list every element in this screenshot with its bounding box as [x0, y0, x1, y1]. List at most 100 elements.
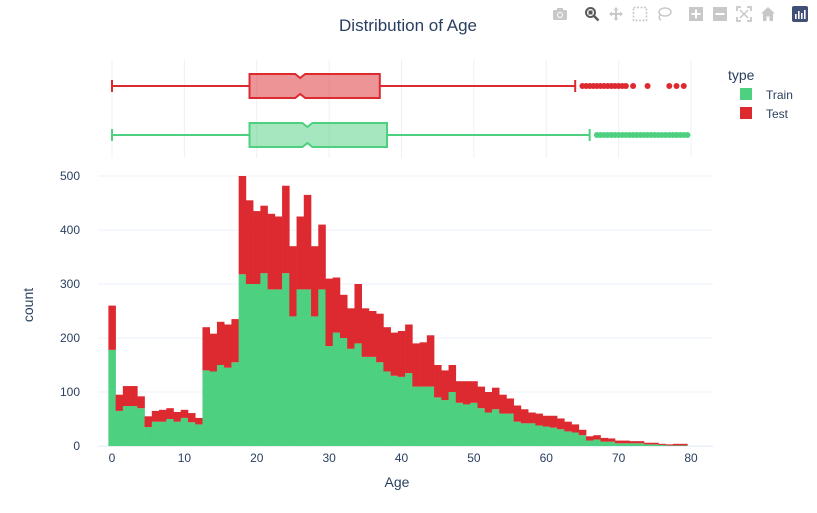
bar-train: [405, 373, 413, 446]
autoscale-icon[interactable]: [732, 4, 756, 24]
bar-train: [535, 425, 543, 446]
legend-label-test[interactable]: Test: [766, 107, 789, 121]
box-select-icon[interactable]: [628, 4, 652, 24]
y-axis-title: count: [20, 288, 36, 322]
bar-train: [253, 284, 261, 446]
y-tick-label: 0: [73, 439, 80, 453]
bar-train: [477, 408, 486, 446]
bar-train: [216, 365, 225, 446]
bar-test: [368, 311, 377, 357]
bar-test: [187, 413, 196, 423]
bar-test: [296, 216, 305, 290]
bar-test: [130, 386, 138, 407]
bar-train: [491, 409, 500, 446]
bar-test: [571, 424, 580, 433]
x-tick-label: 10: [178, 451, 192, 465]
bar-train: [209, 371, 218, 446]
box-outlier-test: [622, 83, 629, 89]
bar-test: [274, 216, 283, 290]
lasso-select-icon[interactable]: [652, 4, 676, 24]
bar-train: [260, 273, 268, 446]
bar-train: [180, 417, 189, 446]
bar-test: [528, 412, 536, 424]
bar-train: [354, 343, 362, 446]
zoom-in-icon[interactable]: [684, 4, 708, 24]
zoom-icon[interactable]: [580, 4, 604, 24]
bar-test: [108, 305, 116, 350]
bar-test: [549, 415, 558, 428]
bar-test: [535, 413, 543, 426]
bar-train: [586, 440, 594, 446]
reset-axes-icon[interactable]: [756, 4, 780, 24]
bar-test: [137, 396, 145, 409]
legend-swatch-train[interactable]: [740, 88, 752, 100]
bar-train: [615, 443, 623, 446]
bar-train: [643, 444, 652, 446]
bar-train: [122, 406, 131, 446]
bar-test: [470, 381, 478, 403]
bar-train: [224, 367, 232, 446]
modebar: [548, 4, 812, 24]
zoom-out-icon[interactable]: [708, 4, 732, 24]
bar-test: [506, 398, 514, 414]
legend-label-train[interactable]: Train: [766, 88, 793, 102]
box-outlier-test: [630, 83, 637, 89]
legend: type Train Test: [728, 67, 793, 121]
bar-test: [607, 438, 616, 442]
legend-swatch-test[interactable]: [740, 107, 752, 119]
bar-test: [195, 417, 203, 425]
bar-train: [274, 289, 283, 446]
camera-icon[interactable]: [548, 4, 572, 24]
bar-train: [383, 371, 391, 446]
bar-test: [202, 327, 211, 371]
bar-test: [209, 333, 218, 372]
bar-test: [376, 313, 384, 363]
bar-train: [166, 419, 174, 446]
y-tick-label: 400: [60, 223, 80, 237]
x-tick-label: 60: [540, 451, 554, 465]
bar-train: [347, 348, 355, 446]
bar-train: [542, 426, 551, 446]
bar-train: [267, 289, 276, 446]
x-tick-label: 70: [612, 451, 626, 465]
bar-train: [680, 445, 688, 446]
bar-test: [615, 440, 623, 444]
bar-train: [325, 346, 334, 446]
box-outlier-train: [684, 132, 691, 138]
bar-test: [122, 386, 131, 407]
bar-test: [347, 308, 355, 349]
bar-test: [354, 284, 362, 344]
bar-train: [318, 289, 326, 446]
bar-train: [419, 386, 428, 446]
bar-train: [187, 422, 196, 446]
bar-test: [245, 200, 254, 284]
bar-train: [159, 421, 167, 446]
bar-test: [311, 246, 319, 317]
box-outlier-test: [680, 83, 687, 89]
bar-train: [622, 443, 630, 446]
y-tick-label: 500: [60, 169, 80, 183]
bar-train: [658, 444, 666, 446]
bar-test: [166, 408, 174, 419]
bar-train: [607, 441, 616, 446]
bar-train: [448, 392, 457, 446]
pan-icon[interactable]: [604, 4, 628, 24]
bar-train: [441, 400, 449, 446]
bar-train: [231, 362, 239, 446]
bar-test: [651, 442, 659, 445]
bar-test: [260, 205, 268, 274]
bar-train: [412, 386, 420, 446]
bar-train: [130, 406, 138, 446]
bar-test: [180, 409, 189, 418]
bar-test: [491, 387, 500, 410]
bar-train: [651, 444, 659, 446]
bar-test: [318, 224, 326, 290]
bar-test: [477, 386, 486, 409]
box-outlier-test: [673, 83, 680, 89]
bar-test: [231, 319, 239, 363]
bar-train: [549, 427, 558, 446]
bar-test: [499, 394, 507, 414]
bar-test: [484, 392, 493, 413]
plotly-logo-icon[interactable]: [788, 4, 812, 24]
